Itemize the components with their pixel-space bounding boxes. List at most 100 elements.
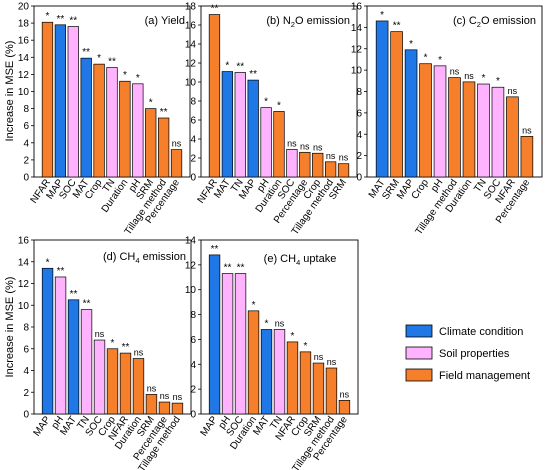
y-tick-label: 4 <box>190 135 196 146</box>
y-tick-label: 14 <box>351 23 363 34</box>
bar-crop <box>312 152 324 178</box>
y-tick-label: 10 <box>18 87 30 98</box>
bar-tillage-method <box>171 402 184 415</box>
bar-nfar <box>506 96 519 178</box>
bar-tn <box>80 309 93 415</box>
y-tick-label: 4 <box>23 366 29 377</box>
significance-label: * <box>46 257 50 268</box>
y-tick-label: 2 <box>356 151 362 162</box>
y-tick-label: 10 <box>185 285 197 296</box>
significance-label: * <box>291 331 295 342</box>
significance-label: * <box>225 61 229 72</box>
y-tick-label: 8 <box>356 87 362 98</box>
y-tick-label: 10 <box>351 66 363 77</box>
y-tick-label: 0 <box>190 410 196 421</box>
significance-label: * <box>380 10 384 21</box>
significance-label: ns <box>287 138 297 148</box>
y-tick-label: 6 <box>23 344 29 355</box>
bar-ph <box>260 107 272 178</box>
legend: Climate condition Soil properties Field … <box>405 324 530 382</box>
significance-label: * <box>111 338 115 349</box>
bar-srm <box>145 108 157 178</box>
significance-label: ns <box>313 142 323 152</box>
significance-label: * <box>438 55 442 66</box>
bar-srm <box>390 31 403 178</box>
bar-nfar <box>286 341 299 415</box>
y-tick-label: 2 <box>23 155 29 166</box>
bar-mat <box>221 71 234 178</box>
y-tick-label: 14 <box>185 40 197 51</box>
bar-percentage <box>520 136 534 178</box>
significance-label: ** <box>160 107 168 118</box>
y-tick-label: 6 <box>190 116 196 127</box>
bar-map <box>247 79 259 178</box>
y-tick-label: 2 <box>190 154 196 165</box>
y-tick-label: 12 <box>18 70 30 81</box>
legend-swatch-field <box>405 368 433 382</box>
significance-label: ns <box>275 318 285 328</box>
bar-nfar <box>119 352 132 415</box>
bar-map <box>41 267 54 415</box>
significance-label: * <box>496 76 500 87</box>
significance-label: ns <box>522 125 532 135</box>
significance-label: ** <box>83 299 91 310</box>
bar-soc <box>491 86 505 178</box>
y-tick-label: 2 <box>23 388 29 399</box>
y-tick-label: 12 <box>351 44 363 55</box>
bar-tillage-method <box>448 77 461 178</box>
bar-duration <box>247 310 260 415</box>
significance-label: ns <box>160 391 170 401</box>
y-tick-label: 4 <box>190 360 196 371</box>
significance-label: * <box>409 39 413 50</box>
bar-mat <box>67 299 80 415</box>
significance-label: * <box>136 73 140 84</box>
significance-label: ns <box>95 329 105 339</box>
bar-mat <box>375 20 389 178</box>
significance-label: ns <box>450 67 460 77</box>
y-tick-label: 20 <box>18 2 30 13</box>
y-tick-label: 6 <box>190 335 196 346</box>
bar-ph <box>433 65 447 178</box>
bar-crop <box>299 351 312 415</box>
bar-duration <box>462 81 476 178</box>
significance-label: ns <box>464 71 474 81</box>
y-tick-label: 10 <box>185 78 197 89</box>
y-tick-label: 12 <box>18 279 30 290</box>
y-tick-label: 6 <box>23 121 29 132</box>
chart-title: (c) C2O emission <box>453 15 536 29</box>
y-tick-label: 0 <box>23 410 29 421</box>
bar-map <box>404 49 418 178</box>
bar-map <box>208 254 221 415</box>
bar-srm <box>337 163 350 178</box>
significance-label: ** <box>211 4 219 15</box>
bar-crop <box>106 348 119 415</box>
significance-label: ** <box>237 263 245 274</box>
significance-label: * <box>304 341 308 352</box>
y-tick-label: 8 <box>190 97 196 108</box>
significance-label: * <box>482 73 486 84</box>
bar-soc <box>286 149 298 178</box>
bar-ph <box>54 276 67 415</box>
y-tick-label: 12 <box>185 59 197 70</box>
bar-tn <box>234 72 246 178</box>
y-tick-label: 10 <box>18 301 30 312</box>
x-tick-label-crop: Crop <box>410 177 432 201</box>
significance-label: ** <box>122 342 130 353</box>
bar-mat <box>80 57 92 178</box>
y-tick-label: 6 <box>356 108 362 119</box>
y-tick-label: 0 <box>23 173 29 184</box>
bar-percentage <box>158 401 171 415</box>
significance-label: ns <box>327 357 337 367</box>
legend-swatch-climate <box>405 324 433 338</box>
significance-label: ns <box>172 139 182 149</box>
bar-percentage <box>338 399 351 415</box>
y-tick-label: 18 <box>185 2 197 13</box>
y-tick-label: 14 <box>18 53 30 64</box>
y-tick-label: 18 <box>18 19 30 30</box>
significance-label: ** <box>211 244 219 255</box>
significance-label: ns <box>314 352 324 362</box>
bar-mat <box>260 329 273 415</box>
